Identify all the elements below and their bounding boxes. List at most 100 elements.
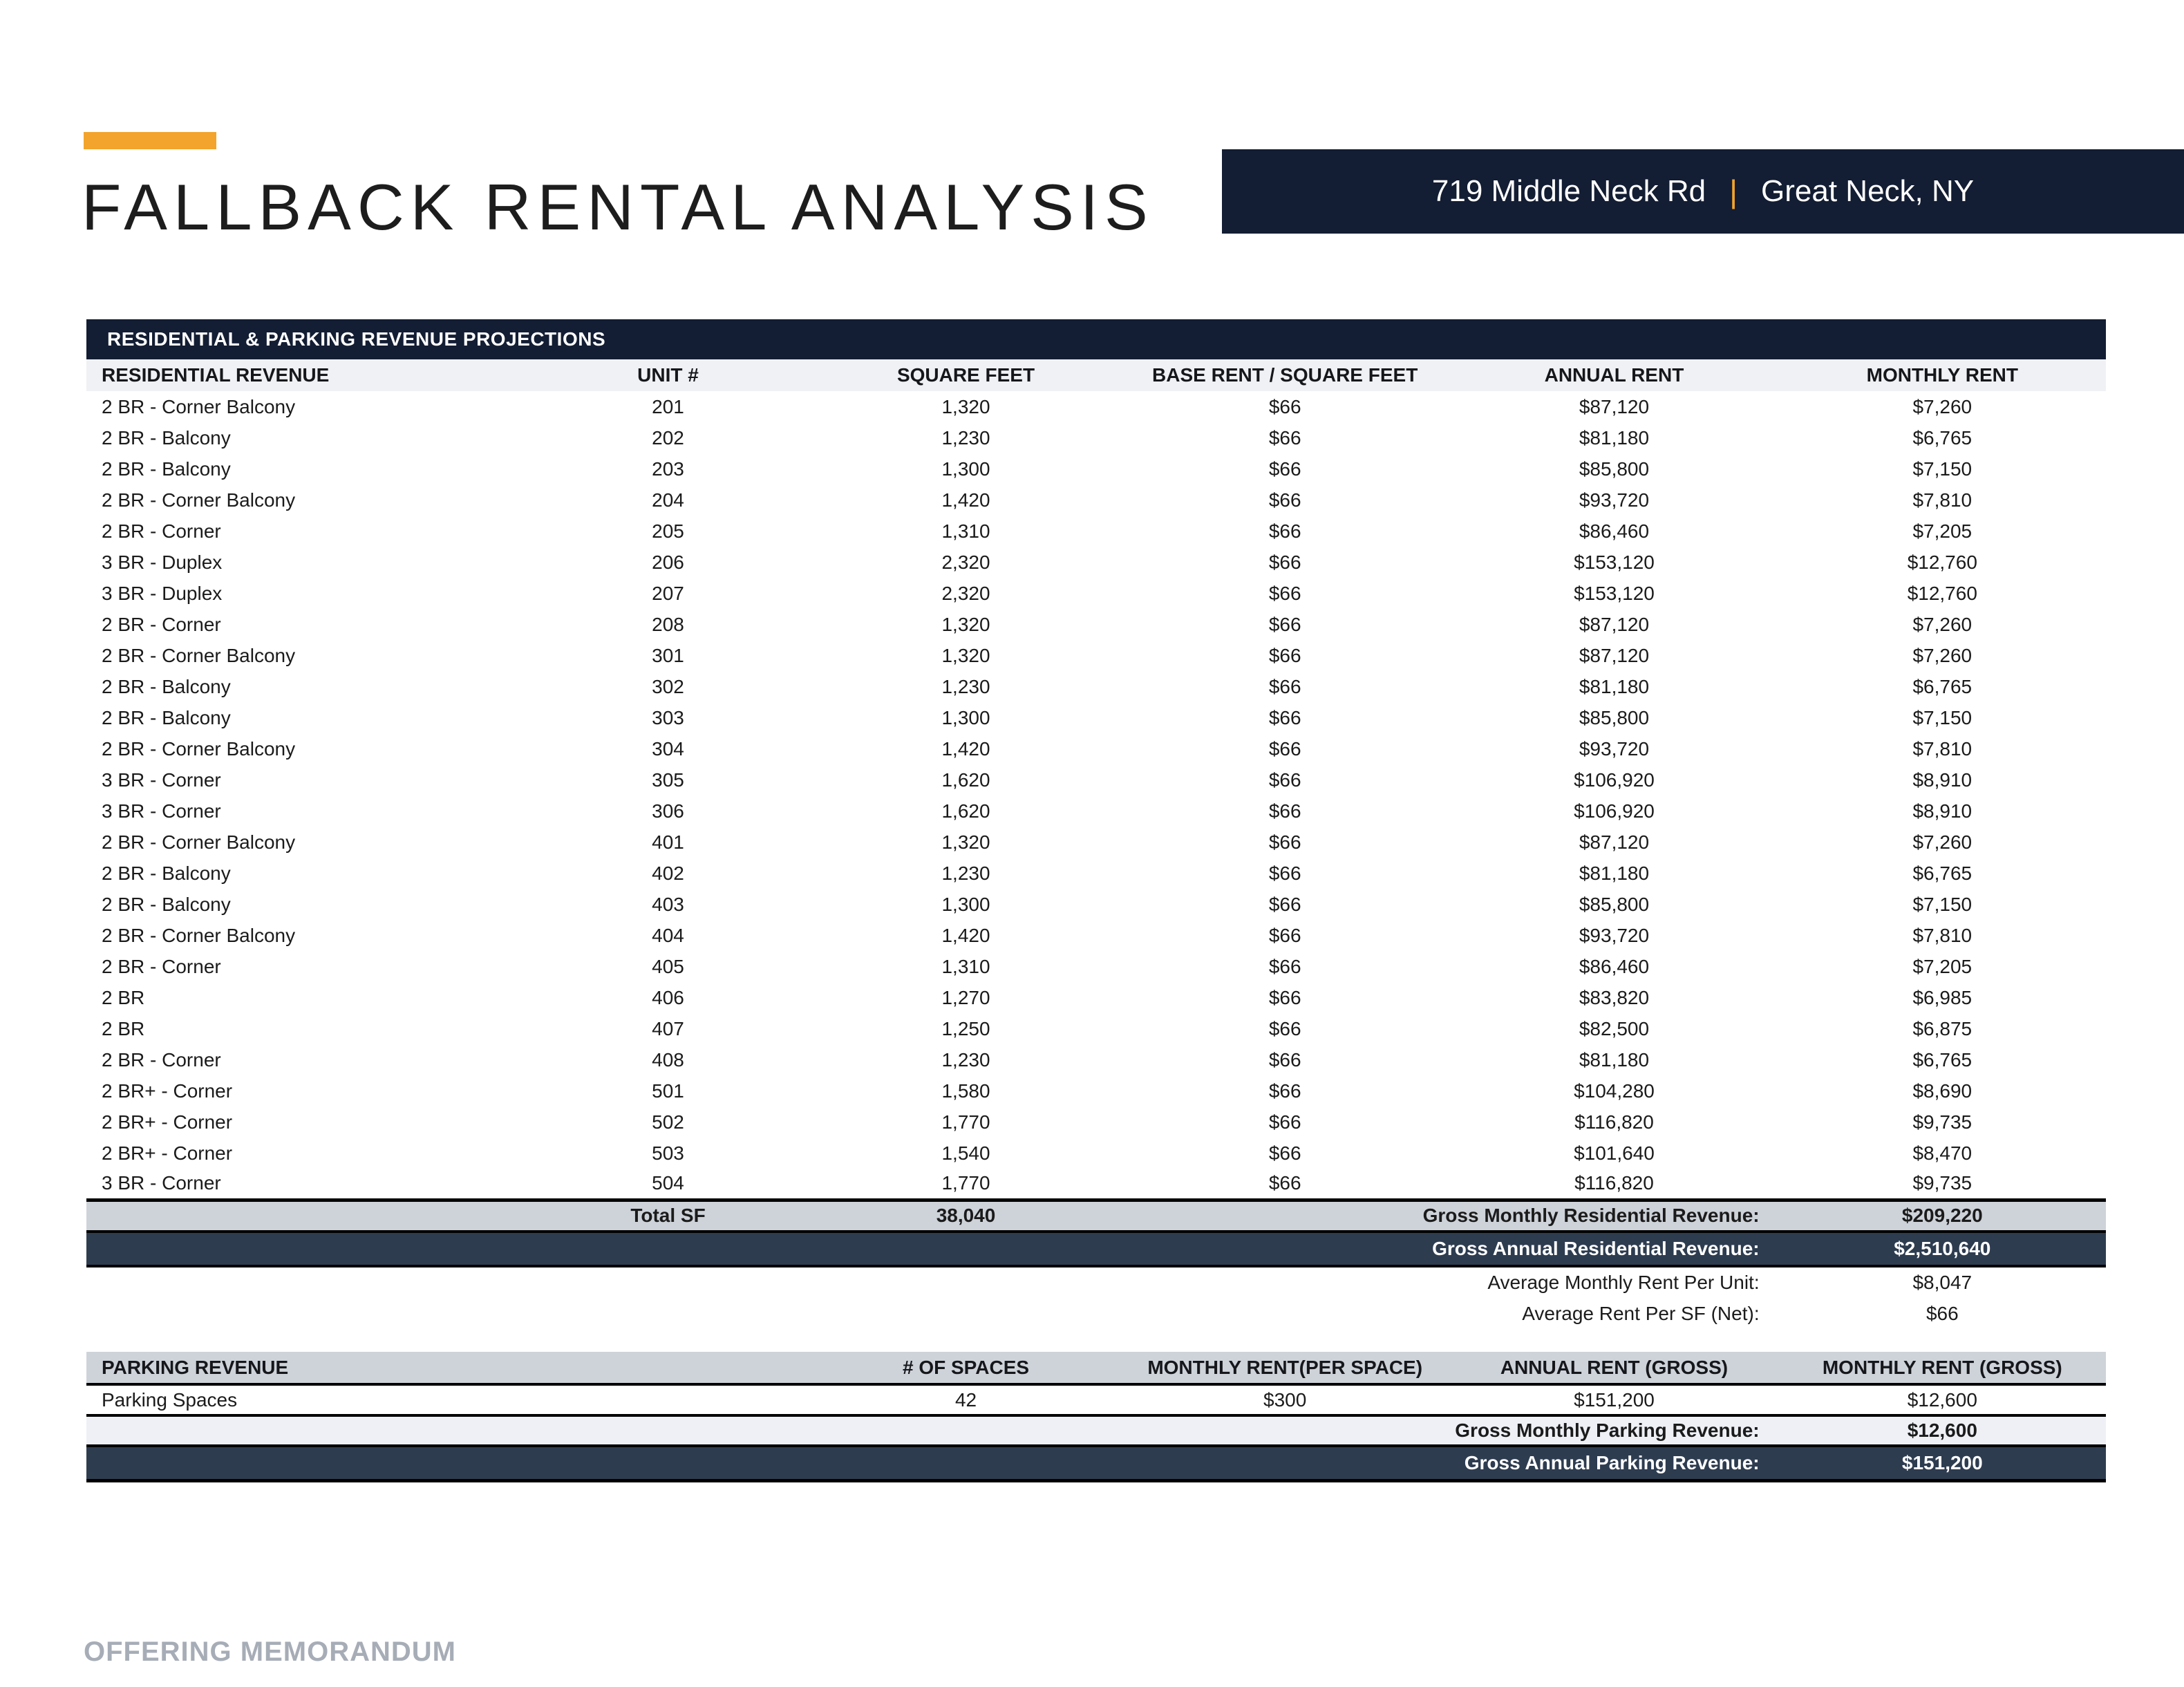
base-rent-cell: $66 [1268, 862, 1301, 884]
unit-number-cell: 203 [652, 458, 684, 480]
parking-spaces-label: Parking Spaces [86, 1384, 525, 1417]
monthly-rent-cell: $7,205 [1912, 520, 1973, 542]
unit-number-cell: 202 [652, 426, 684, 449]
monthly-rent-cell: $7,260 [1912, 831, 1973, 853]
unit-number-cell: 301 [652, 644, 684, 666]
monthly-rent-cell: $12,760 [1907, 551, 1977, 573]
empty-cell [86, 1446, 1121, 1482]
col-residential-revenue: RESIDENTIAL REVENUE [86, 359, 525, 391]
table-row: 2 BR 407 1,250 $66 $82,500 $6,875 [86, 1013, 2106, 1044]
monthly-rent-cell: $7,260 [1912, 613, 1973, 635]
unit-type-cell: 2 BR - Corner [102, 955, 221, 977]
table-row: 3 BR - Duplex 206 2,320 $66 $153,120 $12,760 [86, 547, 2106, 578]
table-row: 2 BR - Balcony 402 1,230 $66 $81,180 $6,765 [86, 858, 2106, 889]
unit-number-cell: 303 [652, 706, 684, 728]
square-feet-cell: 1,300 [941, 706, 990, 728]
square-feet-cell: 1,620 [941, 769, 990, 791]
monthly-rent-cell: $12,760 [1907, 582, 1977, 604]
table-row: 2 BR - Balcony 303 1,300 $66 $85,800 $7,150 [86, 702, 2106, 733]
annual-rent-cell: $87,120 [1579, 831, 1650, 853]
table-row: 2 BR - Corner 405 1,310 $66 $86,460 $7,205 [86, 951, 2106, 982]
unit-type-cell: 2 BR - Corner Balcony [102, 924, 296, 946]
base-rent-cell: $66 [1268, 458, 1301, 480]
avg-monthly-rent-row: Average Monthly Rent Per Unit: $8,047 [86, 1266, 2106, 1298]
banner-separator: | [1729, 173, 1738, 209]
unit-type-cell: 3 BR - Corner [102, 1172, 221, 1194]
parking-spaces-row: Parking Spaces 42 $300 $151,200 $12,600 [86, 1384, 2106, 1417]
annual-rent-cell: $85,800 [1579, 458, 1650, 480]
empty-cell [525, 1384, 811, 1417]
annual-rent-cell: $81,180 [1579, 1048, 1650, 1071]
annual-rent-cell: $81,180 [1579, 862, 1650, 884]
table-row: 2 BR - Corner 208 1,320 $66 $87,120 $7,260 [86, 609, 2106, 640]
square-feet-cell: 1,420 [941, 924, 990, 946]
unit-type-cell: 3 BR - Corner [102, 800, 221, 822]
monthly-rent-cell: $7,260 [1912, 644, 1973, 666]
empty-cell [86, 1230, 1121, 1267]
residential-revenue-table: RESIDENTIAL REVENUE UNIT # SQUARE FEET B… [86, 359, 2106, 1330]
col-annual-rent: ANNUAL RENT [1449, 359, 1779, 391]
unit-type-cell: 2 BR - Balcony [102, 706, 231, 728]
gross-annual-parking-row: Gross Annual Parking Revenue: $151,200 [86, 1446, 2106, 1482]
avg-rent-per-sf-value: $66 [1778, 1298, 2106, 1330]
gross-annual-parking-label: Gross Annual Parking Revenue: [1120, 1446, 1779, 1482]
total-sf-value: 38,040 [811, 1198, 1121, 1232]
table-row: 2 BR - Balcony 203 1,300 $66 $85,800 $7,150 [86, 453, 2106, 484]
base-rent-cell: $66 [1268, 582, 1301, 604]
table-row: 2 BR+ - Corner 503 1,540 $66 $101,640 $8,470 [86, 1138, 2106, 1169]
square-feet-cell: 1,230 [941, 1048, 990, 1071]
unit-type-cell: 2 BR - Corner [102, 1048, 221, 1071]
unit-number-cell: 503 [652, 1142, 684, 1164]
unit-type-cell: 2 BR+ - Corner [102, 1080, 233, 1102]
col-monthly-rent: MONTHLY RENT [1778, 359, 2106, 391]
table-row: 2 BR - Balcony 202 1,230 $66 $81,180 $6,765 [86, 422, 2106, 453]
parking-header-row: PARKING REVENUE # OF SPACES MONTHLY RENT… [86, 1352, 2106, 1386]
square-feet-cell: 2,320 [941, 582, 990, 604]
annual-rent-cell: $81,180 [1579, 675, 1650, 697]
gross-monthly-parking-label: Gross Monthly Parking Revenue: [1120, 1415, 1779, 1447]
monthly-rent-cell: $7,810 [1912, 924, 1973, 946]
square-feet-cell: 1,270 [941, 986, 990, 1008]
square-feet-cell: 1,320 [941, 395, 990, 417]
annual-rent-cell: $82,500 [1579, 1017, 1650, 1039]
unit-type-cell: 2 BR - Corner [102, 520, 221, 542]
unit-number-cell: 404 [652, 924, 684, 946]
base-rent-cell: $66 [1268, 893, 1301, 915]
square-feet-cell: 1,320 [941, 644, 990, 666]
monthly-rent-cell: $7,205 [1912, 955, 1973, 977]
monthly-rent-cell: $6,765 [1912, 862, 1973, 884]
gross-monthly-residential-value: $209,220 [1778, 1198, 2106, 1232]
base-rent-cell: $66 [1268, 426, 1301, 449]
empty-cell [86, 1298, 1121, 1330]
page-title: FALLBACK RENTAL ANALYSIS [82, 171, 1154, 243]
annual-rent-cell: $116,820 [1574, 1111, 1654, 1133]
square-feet-cell: 1,250 [941, 1017, 990, 1039]
base-rent-cell: $66 [1268, 706, 1301, 728]
unit-type-cell: 2 BR+ - Corner [102, 1111, 233, 1133]
square-feet-cell: 1,320 [941, 831, 990, 853]
unit-type-cell: 3 BR - Corner [102, 769, 221, 791]
revenue-projections-section: RESIDENTIAL & PARKING REVENUE PROJECTION… [86, 319, 2106, 1482]
annual-rent-cell: $83,820 [1579, 986, 1650, 1008]
unit-number-cell: 207 [652, 582, 684, 604]
accent-bar [84, 132, 216, 149]
unit-type-cell: 2 BR - Balcony [102, 426, 231, 449]
base-rent-cell: $66 [1268, 520, 1301, 542]
monthly-rent-cell: $7,150 [1912, 706, 1973, 728]
col-annual-rent-gross: ANNUAL RENT (GROSS) [1449, 1352, 1779, 1386]
unit-number-cell: 402 [652, 862, 684, 884]
annual-rent-cell: $93,720 [1579, 489, 1650, 511]
empty-cell [86, 1415, 1121, 1447]
base-rent-cell: $66 [1268, 831, 1301, 853]
base-rent-cell: $66 [1268, 613, 1301, 635]
avg-monthly-rent-label: Average Monthly Rent Per Unit: [1120, 1266, 1779, 1298]
residential-table-body: 2 BR - Corner Balcony 201 1,320 $66 $87,120 $… [86, 391, 2106, 1200]
monthly-rent-cell: $7,150 [1912, 458, 1973, 480]
avg-monthly-rent-value: $8,047 [1778, 1266, 2106, 1298]
gross-annual-residential-label: Gross Annual Residential Revenue: [1120, 1230, 1779, 1267]
empty-cell [525, 1352, 811, 1386]
monthly-rent-cell: $9,735 [1912, 1111, 1973, 1133]
annual-rent-cell: $86,460 [1579, 955, 1650, 977]
annual-rent-cell: $104,280 [1574, 1080, 1655, 1102]
unit-number-cell: 302 [652, 675, 684, 697]
